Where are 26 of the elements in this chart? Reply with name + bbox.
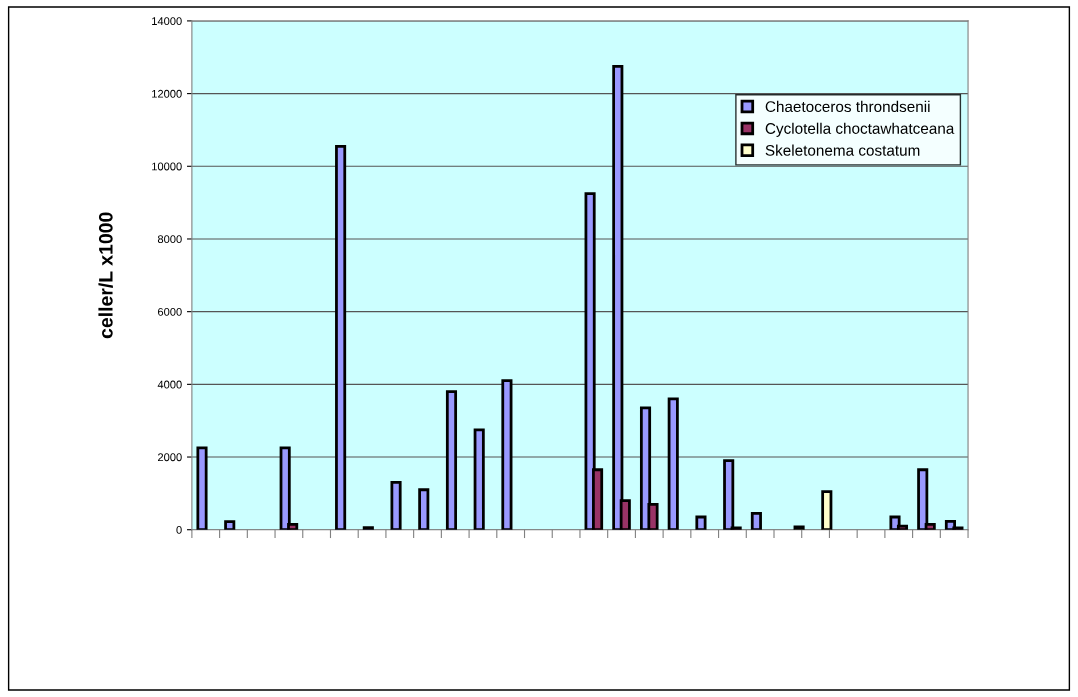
legend-label: Cyclotella choctawhatceana (765, 122, 955, 137)
y-tick-label: 12000 (152, 89, 182, 98)
bar (501, 379, 513, 530)
y-tick-label: 14000 (152, 17, 182, 26)
bar (445, 390, 458, 530)
legend-label: Chaetoceros throndsenii (765, 100, 930, 113)
bar (667, 397, 679, 530)
y-tick-label: 2000 (158, 453, 182, 462)
y-tick-label: 0 (176, 525, 182, 534)
bar (418, 488, 430, 530)
bar (750, 511, 762, 530)
bar (224, 520, 236, 530)
y-tick-label: 10000 (152, 162, 182, 171)
y-tick-label: 8000 (157, 235, 182, 244)
bar (695, 515, 707, 530)
y-tick-label: 4000 (157, 380, 182, 389)
bar (335, 144, 347, 530)
bar (390, 481, 402, 530)
legend-label: Skeletonema costatum (765, 144, 920, 156)
bar (473, 428, 485, 530)
bar (821, 490, 833, 530)
bar (793, 525, 805, 530)
y-axis-title: celler/L x1000 (98, 212, 113, 339)
bar (196, 446, 208, 530)
y-tick-label: 6000 (158, 307, 182, 316)
bar (362, 526, 374, 530)
